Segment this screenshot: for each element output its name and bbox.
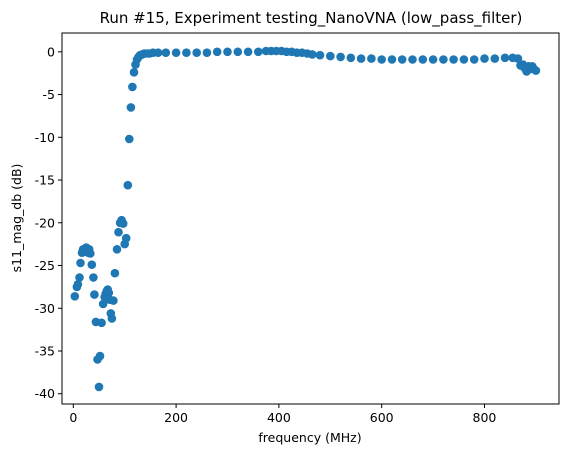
- data-point-78: [346, 53, 356, 63]
- data-point-44: [129, 68, 139, 77]
- data-point-55: [161, 48, 171, 57]
- data-point-21: [97, 318, 106, 328]
- x-tick-label: 200: [164, 410, 188, 425]
- y-axis-ticks: 0 -5 -10 -15 -20 -25 -30 -35 -40: [35, 44, 62, 401]
- data-point-83: [397, 55, 407, 64]
- y-tick-label: -10: [35, 130, 55, 145]
- data-point-43: [128, 82, 137, 92]
- data-point-2: [73, 280, 83, 289]
- data-point-76: [326, 51, 335, 61]
- data-point-62: [233, 47, 243, 57]
- y-tick-label: -30: [35, 301, 55, 316]
- data-point-22: [98, 299, 108, 309]
- data-point-88: [449, 55, 458, 64]
- x-tick-label: 600: [370, 410, 394, 425]
- data-point-92: [490, 54, 500, 63]
- data-point-87: [439, 55, 448, 64]
- y-tick-label: -15: [35, 173, 55, 188]
- data-point-89: [459, 55, 469, 64]
- data-point-93: [500, 53, 510, 63]
- data-point-15: [89, 273, 98, 282]
- data-point-86: [428, 55, 438, 64]
- data-point-61: [223, 47, 232, 57]
- data-point-95: [513, 54, 523, 63]
- data-point-4: [76, 258, 85, 268]
- data-point-60: [212, 47, 222, 57]
- y-tick-label: 0: [47, 44, 55, 59]
- data-point-79: [356, 54, 366, 63]
- data-point-3: [75, 273, 84, 282]
- data-point-13: [86, 249, 95, 258]
- data-point-19: [94, 382, 104, 392]
- data-point-27: [104, 288, 114, 298]
- y-tick-label: -40: [35, 386, 55, 401]
- x-tick-label: 400: [267, 410, 291, 425]
- data-point-14: [87, 260, 97, 270]
- data-point-32: [110, 268, 120, 278]
- data-point-16: [90, 290, 99, 299]
- data-point-34: [114, 227, 123, 237]
- data-point-75: [315, 50, 325, 60]
- data-point-0: [70, 292, 80, 301]
- y-tick-label: -35: [35, 344, 55, 359]
- data-point-31: [109, 296, 118, 305]
- data-point-39: [121, 233, 131, 243]
- data-points: [70, 46, 541, 392]
- data-point-81: [377, 55, 387, 64]
- data-point-57: [182, 48, 191, 57]
- x-tick-label: 0: [69, 410, 77, 425]
- data-point-58: [192, 48, 201, 57]
- data-point-41: [125, 134, 134, 144]
- data-point-90: [469, 55, 479, 64]
- data-point-42: [126, 103, 136, 112]
- y-tick-label: -20: [35, 215, 55, 230]
- x-axis-label: frequency (MHz): [258, 430, 361, 445]
- data-point-33: [112, 245, 122, 254]
- y-tick-label: -25: [35, 258, 55, 273]
- data-point-82: [387, 55, 397, 64]
- data-point-91: [480, 54, 489, 63]
- data-point-80: [367, 54, 376, 63]
- chart-title: Run #15, Experiment testing_NanoVNA (low…: [100, 9, 523, 28]
- data-point-77: [336, 52, 345, 62]
- data-point-37: [118, 219, 128, 228]
- data-point-74: [308, 50, 317, 59]
- data-point-59: [202, 48, 212, 57]
- y-axis-label: s11_mag_db (dB): [9, 164, 24, 273]
- data-point-56: [171, 48, 181, 57]
- y-tick-label: -5: [43, 87, 55, 102]
- data-point-85: [418, 55, 428, 64]
- data-point-54: [153, 48, 163, 57]
- data-point-20: [95, 351, 105, 361]
- data-point-64: [253, 47, 263, 57]
- x-axis-ticks: 0 200 400 600 800: [69, 404, 496, 425]
- data-point-30: [107, 314, 117, 323]
- data-point-63: [243, 47, 253, 57]
- data-point-104: [531, 66, 541, 75]
- plot-frame: [61, 32, 560, 405]
- data-point-84: [408, 55, 417, 64]
- data-point-40: [123, 180, 133, 190]
- x-tick-label: 800: [473, 410, 497, 425]
